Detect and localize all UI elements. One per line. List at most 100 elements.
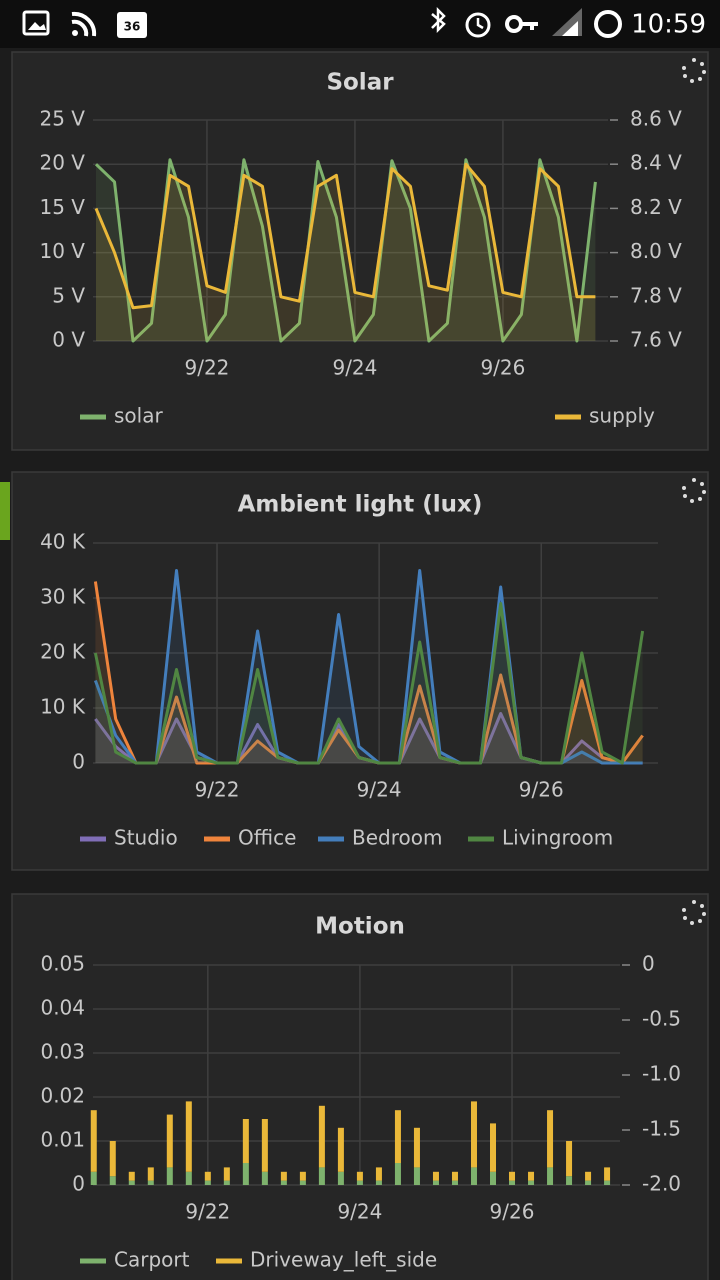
y-tick-label: 0.03 [40, 1040, 85, 1064]
bar [432, 1180, 439, 1185]
y2-tick-label: 8.6 V [630, 107, 682, 131]
legend-label[interactable]: supply [589, 404, 655, 428]
y-tick-label: 0 [72, 1172, 85, 1196]
bar [566, 1176, 573, 1185]
bar [261, 1171, 268, 1185]
bar [147, 1180, 154, 1185]
legend-label[interactable]: Driveway_left_side [250, 1248, 437, 1272]
active-row-marker [0, 482, 10, 540]
y2-tick-label: -1.5 [642, 1117, 681, 1141]
bar [185, 1101, 192, 1172]
bar [528, 1171, 535, 1181]
bar [490, 1171, 497, 1185]
bar [185, 1171, 192, 1185]
signal-level [562, 21, 578, 36]
panel-menu-spinner [690, 499, 694, 503]
bar [299, 1180, 306, 1185]
panel-menu-spinner [692, 900, 696, 904]
x-tick-label: 9/26 [490, 1200, 535, 1224]
panel-menu-spinner [682, 66, 686, 70]
panel-menu-spinner [702, 490, 706, 494]
bar [432, 1171, 439, 1181]
bar [356, 1180, 363, 1185]
y-tick-label: 25 V [40, 107, 86, 131]
panel-menu-spinner [702, 70, 706, 74]
bar [318, 1167, 325, 1185]
bar [90, 1110, 97, 1172]
y-tick-label: 0.01 [40, 1128, 85, 1152]
x-tick-label: 9/24 [357, 778, 402, 802]
panel-menu-spinner [700, 904, 704, 908]
panel-menu-spinner [683, 74, 687, 78]
bar [394, 1163, 401, 1185]
badge-icon [117, 12, 147, 38]
panel-menu-spinner [683, 494, 687, 498]
bluetooth-icon [431, 6, 446, 34]
y-tick-label: 0 [72, 750, 85, 774]
series-line [94, 158, 597, 343]
panel-title: Ambient light (lux) [238, 492, 483, 518]
x-tick-label: 9/22 [195, 778, 240, 802]
series-area [95, 581, 643, 763]
y-tick-label: 40 K [40, 530, 86, 554]
alarm-icon [465, 12, 491, 38]
y-tick-label: 0.04 [40, 996, 85, 1020]
y2-tick-label: 8.2 V [630, 195, 682, 219]
panel-menu-spinner [698, 919, 702, 923]
y-tick-label: 30 K [40, 585, 86, 609]
battery-icon [594, 10, 622, 38]
legend-label[interactable]: Livingroom [502, 826, 613, 850]
bar [242, 1119, 249, 1163]
y2-tick-label: -1.0 [642, 1062, 681, 1086]
bar [242, 1163, 249, 1185]
key-shaft [520, 22, 538, 30]
bar [223, 1167, 230, 1181]
y-tick-label: 0.02 [40, 1084, 85, 1108]
series-area [96, 164, 596, 341]
panel-menu-spinner [700, 62, 704, 66]
y-tick-label: 15 V [40, 195, 86, 219]
bar [585, 1171, 592, 1181]
y2-tick-label: 8.4 V [630, 151, 682, 175]
bar [509, 1171, 516, 1181]
bar [604, 1167, 611, 1181]
bar [394, 1110, 401, 1163]
bar [566, 1141, 573, 1177]
alarm-hands [476, 18, 484, 30]
bar [109, 1141, 116, 1177]
x-tick-label: 9/26 [519, 778, 564, 802]
series-area [96, 159, 596, 341]
y-tick-label: 5 V [52, 283, 85, 307]
legend-label[interactable]: Bedroom [352, 826, 442, 850]
panel-title: Motion [315, 914, 405, 940]
bar [223, 1180, 230, 1185]
legend-label[interactable]: Office [238, 826, 296, 850]
series-area [95, 570, 643, 763]
x-tick-label: 9/24 [332, 356, 377, 380]
bar [166, 1114, 173, 1168]
x-tick-label: 9/22 [185, 1200, 230, 1224]
y2-tick-label: 0 [642, 952, 655, 976]
series-line [93, 602, 645, 765]
bar [356, 1171, 363, 1181]
legend-label[interactable]: Carport [114, 1248, 190, 1272]
y-tick-label: 0 V [52, 328, 85, 352]
bar [337, 1171, 344, 1185]
bar [166, 1167, 173, 1185]
badge-text: 36 [124, 20, 141, 34]
panel-menu-spinner [690, 79, 694, 83]
bar [375, 1180, 382, 1185]
y-tick-label: 20 K [40, 640, 86, 664]
legend-label[interactable]: Studio [114, 826, 178, 850]
bar [451, 1180, 458, 1185]
bar [604, 1180, 611, 1185]
legend-label[interactable]: solar [114, 404, 163, 428]
panel-menu-spinner [682, 486, 686, 490]
y-tick-label: 20 V [40, 151, 86, 175]
bar [490, 1123, 497, 1172]
series-line [94, 162, 596, 310]
bar [204, 1171, 211, 1181]
panel-menu-spinner [700, 482, 704, 486]
